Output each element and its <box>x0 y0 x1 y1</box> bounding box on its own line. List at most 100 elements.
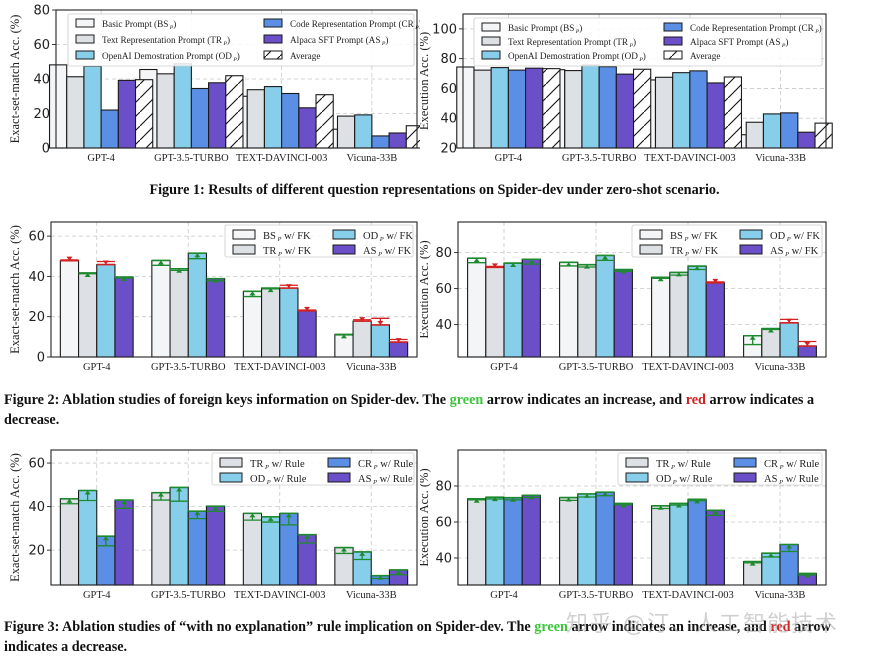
legend-swatch <box>75 18 95 28</box>
x-tick-label: TEXT-DAVINCI-003 <box>234 362 326 373</box>
arrow-head-up <box>602 255 609 260</box>
bar-od-2 <box>279 287 299 358</box>
bar-tr-0 <box>473 69 492 149</box>
fig3-right-chart: 40 60 80 GPT-4 GPT-3.5-TURBO TEXT-DAVINCI-003… <box>420 440 869 612</box>
legend-label: CR P w/ Rule <box>764 459 820 471</box>
bar-tr-3 <box>761 328 781 358</box>
bar-bs-0 <box>59 260 80 358</box>
arrow-head-up <box>602 492 609 497</box>
bar-tr-3 <box>352 320 372 358</box>
arrow-head-up <box>528 495 535 500</box>
bar-as-3 <box>797 345 817 358</box>
arrow-head-down <box>491 263 498 268</box>
legend-label: TR P w/ FK <box>670 246 719 258</box>
plot-frame <box>462 13 827 149</box>
bar-bs-2 <box>651 276 671 358</box>
fig3-left-chart: 20 40 60 GPT-4 GPT-3.5-TURBO TEXT-DAVINCI-003… <box>0 440 420 612</box>
legend-label: Basic Prompt (BS P) <box>102 19 176 31</box>
legend-swatch <box>481 36 501 46</box>
bar-tr-2 <box>669 271 689 358</box>
legend-swatch <box>481 50 501 60</box>
legend-swatch <box>481 22 501 32</box>
arrow-head-up <box>285 513 292 518</box>
arrow-head-down <box>377 320 384 325</box>
legend-swatch <box>639 244 663 255</box>
legend-label: BS P w/ FK <box>670 231 718 243</box>
legend-swatch <box>332 244 356 255</box>
y-axis-label: Execution Acc. (%) <box>420 32 431 130</box>
arrow-head-up <box>786 544 793 549</box>
y-tick-label: 40 <box>28 270 45 285</box>
y-tick-label: 20 <box>440 142 457 157</box>
legend-label: OD P w/ FK <box>363 231 413 243</box>
bar-avg-0 <box>542 68 561 149</box>
arrow-head-up <box>176 487 183 492</box>
x-tick-label: Vicuna-33B <box>755 362 806 373</box>
arrow-head-down <box>395 338 402 343</box>
bar-od-1 <box>595 254 615 358</box>
arrow-head-up <box>491 497 498 502</box>
figure-2-caption-part: arrow indicates a decrease. <box>4 392 815 428</box>
y-tick-label: 0 <box>37 351 45 366</box>
bar-od-0 <box>78 489 98 586</box>
x-tick-label: Vicuna-33B <box>346 362 397 373</box>
bar-cr-3 <box>780 112 799 149</box>
legend-swatch <box>663 50 683 60</box>
x-tick-label: GPT-3.5-TURBO <box>559 590 634 601</box>
bar-cr-1 <box>187 510 208 586</box>
x-tick-label: GPT-4 <box>495 153 523 164</box>
bar-as-2 <box>705 509 725 586</box>
bar-tr-1 <box>169 268 189 358</box>
x-tick-label: TEXT-DAVINCI-003 <box>644 153 736 164</box>
arrow-head-up <box>675 503 682 508</box>
bar-tr-0 <box>467 498 487 586</box>
bar-od-3 <box>762 113 782 149</box>
legend-label: AS P w/ FK <box>363 246 412 258</box>
fig3-left-svg: 20 40 60 GPT-4 GPT-3.5-TURBO TEXT-DAVINCI-003… <box>8 449 418 601</box>
bar-as-1 <box>613 502 633 586</box>
bar-od-2 <box>669 502 689 586</box>
bar-as-0 <box>521 494 541 586</box>
legend-swatch <box>263 50 283 60</box>
legend-box <box>617 452 823 486</box>
bar-od-3 <box>370 324 391 358</box>
y-axis-label: Exact-set-match Acc. (%) <box>8 225 22 354</box>
legend-swatch <box>75 34 95 44</box>
bar-tr-1 <box>151 492 171 586</box>
y-axis-label: Execution Acc. (%) <box>420 240 431 338</box>
figure-3-caption-part: arrow indicates an increase, and <box>567 619 771 635</box>
legend-swatch <box>739 229 763 240</box>
bar-as-2 <box>706 82 725 149</box>
arrow-head-down <box>712 278 719 283</box>
bar-bs-0 <box>456 66 475 149</box>
bar-bs-1 <box>559 261 579 358</box>
bar-od-0 <box>96 263 116 358</box>
bar-od-2 <box>263 86 283 149</box>
arrow-head-up <box>473 258 480 263</box>
arrow-head-up <box>694 266 701 271</box>
legend-label: OD P w/ Rule <box>656 474 713 486</box>
legend-swatch <box>232 244 256 255</box>
bar-tr-1 <box>564 70 583 149</box>
arrow-head-up <box>712 510 719 515</box>
legend-label: AS P w/ Rule <box>764 474 819 486</box>
bar-as-3 <box>388 132 407 149</box>
fig1-left-chart: 0 20 40 60 80 GPT-4 GPT-3.5-TURBO TEXT-DAVINCI-… <box>0 0 420 172</box>
arrow-head-up <box>377 575 384 580</box>
arrow-head-up <box>212 278 219 283</box>
bar-tr-2 <box>260 287 281 358</box>
legend-swatch <box>639 229 663 240</box>
fig2-right-chart: 40 60 80 GPT-4 GPT-3.5-TURBO TEXT-DAVINCI-003… <box>420 215 869 383</box>
legend-label: OD P w/ FK <box>770 231 820 243</box>
arrow-head-up <box>804 573 811 578</box>
arrow-head-up <box>157 492 164 497</box>
bar-od-3 <box>761 552 781 586</box>
fig2-left-svg: 0 20 40 60 GPT-4 GPT-3.5-TURBO TEXT-DAVINCI-00… <box>8 221 418 373</box>
bar-tr-0 <box>485 266 505 358</box>
legend-swatch <box>332 229 356 240</box>
legend-label: CR P w/ Rule <box>358 459 414 471</box>
bar-tr-2 <box>246 89 265 149</box>
arrow-head-up <box>510 263 517 268</box>
x-tick-label: Vicuna-33B <box>347 153 398 164</box>
figure-1-caption: Figure 1: Results of different question … <box>0 180 869 200</box>
